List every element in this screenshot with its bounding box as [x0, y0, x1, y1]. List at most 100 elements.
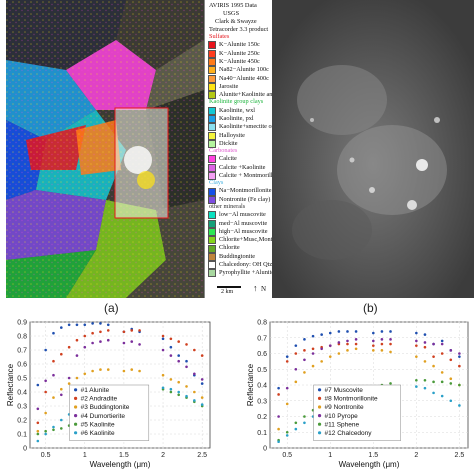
- legend-label: Kaolinite, wxl: [219, 106, 256, 114]
- legend-entry: #1 Alunite: [81, 387, 110, 394]
- x-tick-label: 2.5: [197, 452, 207, 459]
- series-2: [277, 342, 461, 396]
- data-point: [432, 342, 435, 346]
- legend-item: Kaolinite, wxl: [208, 106, 256, 116]
- legend-entry: #8 Montmorillonite: [325, 396, 378, 403]
- y-axis-label: Reflectance: [6, 363, 15, 406]
- y-tick-label: 0.8: [17, 334, 27, 341]
- data-point: [83, 345, 87, 349]
- legend-label: K−Alunite 450c: [219, 57, 260, 65]
- data-point: [106, 338, 110, 342]
- data-point: [60, 352, 63, 356]
- legend-entry: #6 Kaolinite: [81, 430, 115, 437]
- legend-swatch: [208, 82, 216, 91]
- legend-marker: [74, 388, 78, 392]
- data-point: [354, 338, 358, 341]
- legend-swatch: [208, 131, 216, 140]
- data-point: [193, 372, 196, 376]
- y-tick-label: 0: [263, 446, 267, 453]
- legend-entry: #5 Kaolinite: [81, 421, 115, 428]
- legend-item: Dickite: [208, 139, 238, 149]
- caption-a: (a): [104, 301, 119, 315]
- data-point: [458, 355, 461, 358]
- data-point: [44, 429, 47, 433]
- x-axis-label: Wavelength (μm): [339, 460, 400, 469]
- data-point: [185, 365, 188, 369]
- scale-bar: [217, 286, 241, 288]
- data-point: [389, 342, 392, 346]
- legend-item: Alunite+Kaolinite and/or Muscovite: [208, 91, 311, 100]
- data-point: [161, 337, 165, 341]
- data-point: [52, 428, 55, 432]
- data-point: [440, 342, 444, 346]
- legend-swatch: [208, 66, 216, 75]
- data-point: [177, 390, 180, 394]
- data-point: [346, 330, 349, 333]
- legend-swatch: [208, 155, 216, 164]
- data-point: [161, 386, 165, 390]
- data-point: [83, 372, 87, 376]
- data-point: [423, 386, 427, 390]
- data-point: [285, 402, 289, 406]
- data-point: [52, 359, 55, 363]
- legend-item: Chlorite: [208, 244, 240, 253]
- data-point: [294, 427, 298, 431]
- data-point: [177, 359, 180, 363]
- legend-swatch: [208, 236, 216, 245]
- legend-label: Kaolinite+smectite or muscovite: [219, 123, 302, 131]
- legend-swatch: [208, 211, 216, 220]
- x-axis-label: Wavelength (μm): [90, 460, 151, 469]
- y-tick-label: 0.5: [257, 367, 267, 374]
- legend-label: Chalcedony: OH Qtz: [219, 261, 273, 269]
- data-point: [91, 341, 94, 345]
- y-tick-label: 0.1: [257, 430, 267, 437]
- data-point: [185, 359, 188, 363]
- data-point: [83, 334, 87, 338]
- scale-label: 2 km: [221, 289, 234, 295]
- legend-label: high−Al muscovite: [219, 227, 268, 235]
- data-point: [277, 393, 280, 396]
- legend-item: Na−Montmorillonite: [208, 187, 272, 196]
- legend-marker: [74, 431, 78, 435]
- data-point: [415, 339, 418, 343]
- legend-swatch: [208, 139, 216, 148]
- data-point: [337, 330, 341, 333]
- data-point: [380, 349, 384, 352]
- spectra-chart-right: 0 0.1 0.2 0.3 0.4 0.5 0.6 0.7 0.8 0.5 1 1.5 2 2.5 Wave…: [246, 320, 469, 469]
- x-tick-label: 1.5: [368, 452, 378, 459]
- data-point: [83, 323, 87, 327]
- data-point: [75, 323, 79, 327]
- data-point: [177, 393, 180, 397]
- data-point: [389, 382, 392, 385]
- legend-label: Nontronite (Fe clay): [219, 195, 271, 203]
- data-point: [52, 396, 55, 399]
- data-point: [346, 349, 349, 352]
- series-1: [36, 322, 204, 387]
- legend-item: K−Alunite 150c: [208, 41, 260, 50]
- data-point: [458, 404, 461, 407]
- data-point: [161, 348, 165, 352]
- data-point: [423, 341, 427, 344]
- legend-label: Jarosite: [219, 82, 239, 90]
- data-point: [328, 344, 332, 347]
- data-point: [193, 348, 196, 352]
- data-point: [294, 344, 298, 347]
- data-point: [285, 386, 289, 390]
- legend-marker: [317, 396, 322, 400]
- data-point: [432, 364, 435, 368]
- legend-label: Buddingtonite: [219, 252, 256, 260]
- legend-label: Alunite+Kaolinite and/or Muscovite: [219, 91, 311, 99]
- legend-item: Kaolinite+smectite or muscovite: [208, 123, 301, 132]
- data-point: [337, 352, 341, 355]
- data-point: [44, 411, 47, 415]
- data-point: [440, 394, 444, 398]
- data-point: [60, 393, 63, 397]
- data-point: [122, 330, 126, 334]
- data-point: [458, 383, 461, 387]
- legend-marker: [74, 396, 78, 400]
- data-point: [52, 425, 55, 429]
- data-point: [303, 415, 306, 418]
- data-point: [99, 368, 102, 371]
- data-point: [200, 378, 204, 381]
- data-point: [346, 342, 349, 346]
